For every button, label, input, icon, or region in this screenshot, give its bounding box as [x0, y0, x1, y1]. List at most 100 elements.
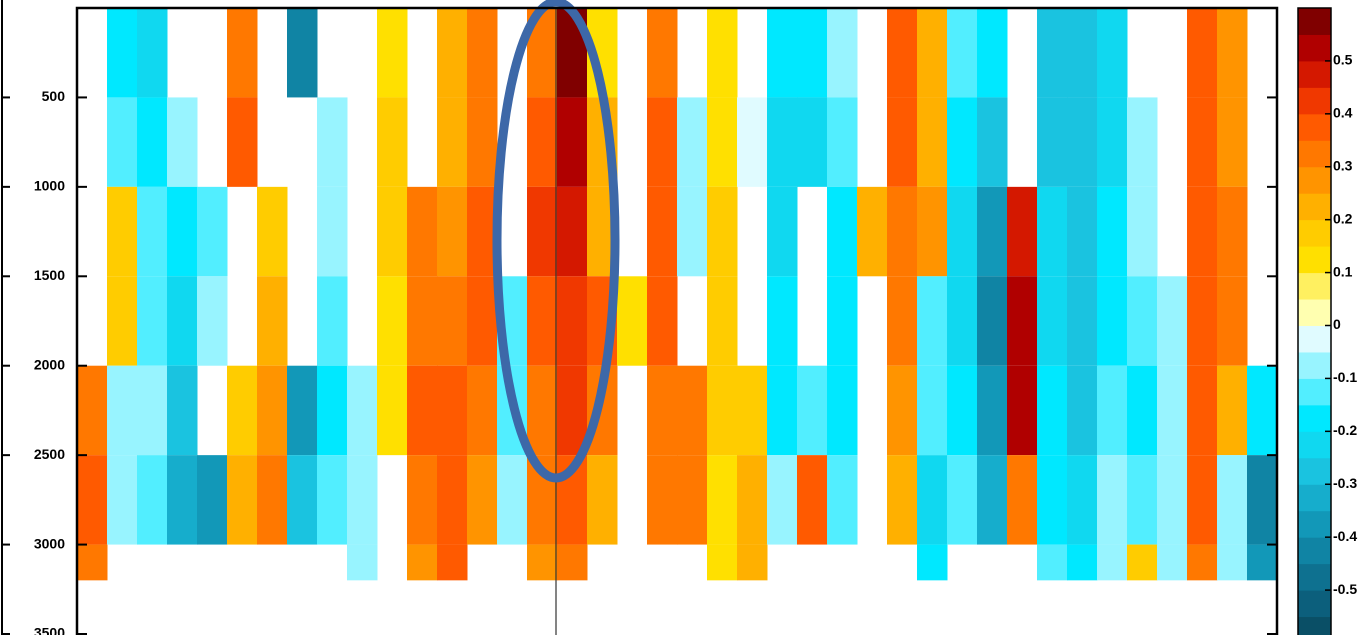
heat-cell	[887, 366, 918, 455]
y-tick-label: 2000	[34, 356, 65, 372]
heat-cell	[347, 545, 378, 581]
heat-cell	[167, 366, 198, 455]
heat-cell	[827, 455, 858, 544]
heat-cell	[917, 97, 948, 186]
heat-cell	[227, 366, 258, 455]
heat-cell	[317, 366, 348, 455]
heat-cell	[1187, 8, 1218, 97]
heat-cell	[647, 276, 678, 365]
heat-cell	[707, 8, 738, 97]
heat-cell	[647, 455, 678, 544]
colorbar-swatch	[1298, 220, 1331, 247]
colorbar-swatch	[1298, 484, 1331, 511]
colorbar-tick-label: -0.2	[1333, 422, 1357, 438]
heat-cell	[797, 366, 828, 455]
colorbar-swatch	[1298, 511, 1331, 538]
heat-cell	[1217, 97, 1248, 186]
heat-cell	[377, 366, 408, 455]
heat-cell	[317, 455, 348, 544]
heat-cell	[167, 97, 198, 186]
heat-cell	[827, 8, 858, 97]
heat-cell	[1157, 455, 1188, 544]
heat-cell	[1007, 366, 1038, 455]
heat-cell	[257, 276, 288, 365]
heat-cell	[767, 187, 798, 276]
heat-cell	[437, 455, 468, 544]
heat-cell	[227, 8, 258, 97]
heat-cell	[167, 455, 198, 544]
heat-cell	[1187, 455, 1218, 544]
heat-cell	[917, 187, 948, 276]
chart: 5001000150020002500300035000.50.40.30.20…	[0, 0, 1363, 635]
colorbar-swatch	[1298, 61, 1331, 88]
heat-cell	[977, 8, 1008, 97]
heat-cell	[1187, 545, 1218, 581]
heat-cell	[1067, 187, 1098, 276]
heat-cell	[77, 545, 108, 581]
colorbar-tick-label: 0.2	[1333, 210, 1353, 226]
colorbar-swatch	[1298, 378, 1331, 405]
heat-cell	[467, 97, 498, 186]
colorbar-swatch	[1298, 458, 1331, 485]
heat-cell	[347, 366, 378, 455]
heat-cell	[707, 276, 738, 365]
heat-cell	[1157, 276, 1188, 365]
colorbar-swatch	[1298, 193, 1331, 220]
heat-cell	[1127, 366, 1158, 455]
heat-cell	[407, 187, 438, 276]
heat-cell	[197, 276, 228, 365]
colorbar-swatch	[1298, 326, 1331, 353]
heat-cell	[797, 97, 828, 186]
colorbar-swatch	[1298, 564, 1331, 591]
heat-cell	[947, 8, 978, 97]
heat-cell	[887, 455, 918, 544]
heat-cell	[137, 187, 168, 276]
heat-cell	[167, 187, 198, 276]
heat-cell	[1217, 545, 1248, 581]
heat-cell	[1037, 276, 1068, 365]
heat-cell	[677, 97, 708, 186]
heat-cell	[377, 187, 408, 276]
heat-cell	[77, 366, 108, 455]
heat-cell	[347, 455, 378, 544]
heat-cell	[407, 276, 438, 365]
colorbar-tick-label: 0.1	[1333, 263, 1353, 279]
heat-cell	[77, 455, 108, 544]
heat-cell	[737, 545, 768, 581]
heat-cell	[317, 187, 348, 276]
heat-cell	[527, 366, 558, 455]
y-tick-label: 1500	[34, 267, 65, 283]
heat-cell	[947, 276, 978, 365]
heat-cell	[1097, 455, 1128, 544]
heat-cell	[917, 276, 948, 365]
heat-cell	[467, 276, 498, 365]
heat-cell	[287, 366, 318, 455]
heat-cell	[827, 366, 858, 455]
colorbar-tick-label: 0.4	[1333, 105, 1353, 121]
heat-cell	[527, 97, 558, 186]
heat-cell	[257, 455, 288, 544]
heat-cell	[1067, 8, 1098, 97]
y-tick-label: 3500	[34, 625, 65, 635]
heat-cell	[1247, 455, 1278, 544]
heat-cell	[287, 8, 318, 97]
heat-cell	[767, 8, 798, 97]
colorbar-swatch	[1298, 537, 1331, 564]
y-tick-label: 1000	[34, 178, 65, 194]
heat-cell	[1127, 545, 1158, 581]
heat-cell	[1217, 455, 1248, 544]
colorbar-swatch	[1298, 617, 1331, 635]
heat-cell	[467, 8, 498, 97]
heat-cell	[1007, 276, 1038, 365]
heat-cell	[437, 366, 468, 455]
heat-cell	[317, 276, 348, 365]
colorbar-swatch	[1298, 167, 1331, 194]
heat-cell	[977, 187, 1008, 276]
heat-cell	[1187, 276, 1218, 365]
heat-cell	[887, 276, 918, 365]
heat-cell	[377, 276, 408, 365]
heat-cell	[557, 545, 588, 581]
heat-cell	[947, 366, 978, 455]
heat-cell	[1097, 276, 1128, 365]
heat-cell	[767, 276, 798, 365]
